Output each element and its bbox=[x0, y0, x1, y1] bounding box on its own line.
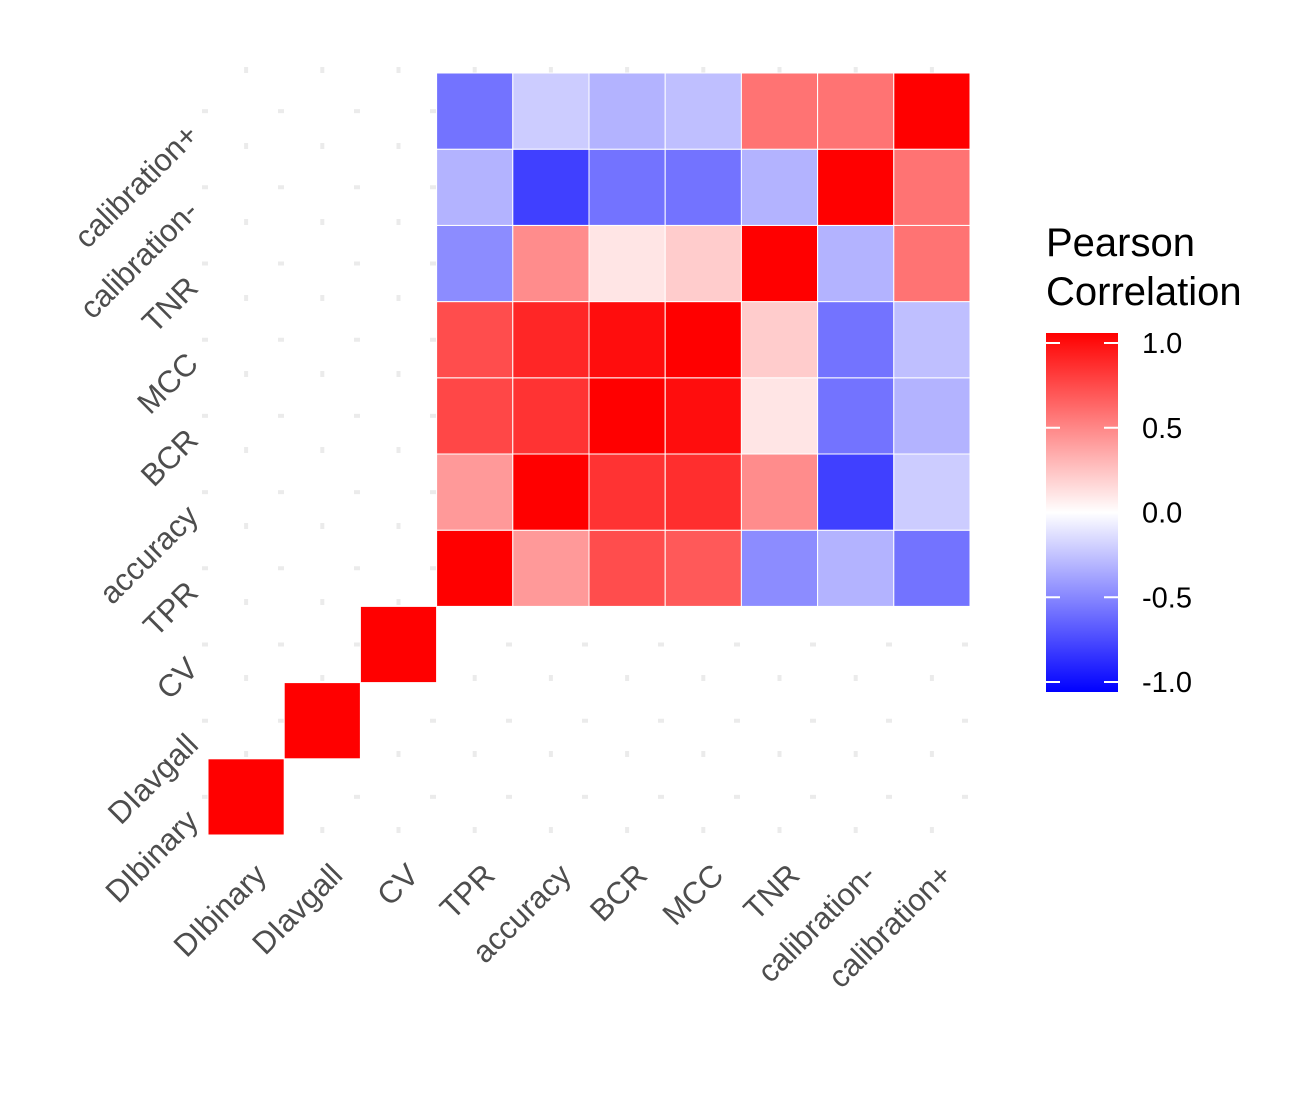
legend-label-0: 1.0 bbox=[1142, 328, 1182, 360]
cell-calibration-plus-accuracy bbox=[893, 453, 971, 531]
x-tick-label-mcc: MCC bbox=[656, 857, 731, 932]
y-tick-label-tnr: TNR bbox=[135, 270, 205, 340]
cell-tpr-accuracy bbox=[436, 453, 514, 531]
cell-mcc-tnr bbox=[664, 224, 742, 303]
cell-calibration-minus-accuracy bbox=[817, 453, 895, 531]
heatmap-cells bbox=[207, 72, 971, 836]
cell-calibration-plus-calibration-minus bbox=[893, 148, 971, 226]
cell-bcr-mcc bbox=[588, 301, 666, 379]
cell-bcr-accuracy bbox=[588, 453, 666, 531]
cell-calibration-plus-tnr bbox=[893, 224, 971, 303]
cell-mcc-bcr bbox=[664, 377, 742, 455]
cell-calibration-minus-mcc bbox=[817, 301, 895, 379]
cell-calibration-minus-calibration-plus bbox=[817, 72, 895, 150]
cell-tnr-accuracy bbox=[740, 453, 819, 531]
cell-bcr-tpr bbox=[588, 529, 666, 607]
cell-calibration-minus-tnr bbox=[817, 224, 895, 303]
cell-tpr-bcr bbox=[436, 377, 514, 455]
y-tick-label-cv: CV bbox=[150, 650, 205, 705]
cell-calibration-minus-bcr bbox=[817, 377, 895, 455]
cell-calibration-minus-tpr bbox=[817, 529, 895, 607]
cell-accuracy-tnr bbox=[512, 224, 590, 303]
cell-calibration-plus-bcr bbox=[893, 377, 971, 455]
x-tick-label-tnr: TNR bbox=[737, 857, 807, 927]
cell-accuracy-mcc bbox=[512, 301, 590, 379]
legend-label-4: -1.0 bbox=[1142, 667, 1192, 699]
cell-mcc-tpr bbox=[664, 529, 742, 607]
cell-cv-cv bbox=[359, 605, 438, 684]
y-axis-tick-labels: DIbinaryDIavgallCVTPRaccuracyBCRMCCTNRca… bbox=[67, 117, 205, 909]
cell-tnr-tnr bbox=[740, 224, 819, 303]
cell-tpr-calibration-plus bbox=[436, 72, 514, 150]
cell-tpr-mcc bbox=[436, 301, 514, 379]
cell-accuracy-accuracy bbox=[512, 453, 590, 531]
x-tick-label-tpr: TPR bbox=[433, 857, 502, 926]
cell-calibration-plus-tpr bbox=[893, 529, 971, 607]
cell-tnr-mcc bbox=[740, 301, 819, 379]
cell-calibration-plus-mcc bbox=[893, 301, 971, 379]
cell-mcc-mcc bbox=[664, 301, 742, 379]
cell-tnr-tpr bbox=[740, 529, 819, 607]
x-tick-label-cv: CV bbox=[370, 857, 425, 912]
y-tick-label-tpr: TPR bbox=[136, 575, 205, 644]
cell-bcr-bcr bbox=[588, 377, 666, 455]
cell-dibinary-dibinary bbox=[207, 758, 285, 836]
cell-mcc-calibration-plus bbox=[664, 72, 742, 150]
legend-label-2: 0.0 bbox=[1142, 498, 1182, 530]
cell-bcr-tnr bbox=[588, 224, 666, 303]
legend-title-line-1: Pearson bbox=[1046, 221, 1195, 265]
cell-accuracy-calibration-minus bbox=[512, 148, 590, 226]
cell-bcr-calibration-plus bbox=[588, 72, 666, 150]
cell-diavgall-diavgall bbox=[283, 682, 361, 760]
legend-label-1: 0.5 bbox=[1142, 413, 1182, 445]
cell-tnr-calibration-plus bbox=[740, 72, 819, 150]
cell-bcr-calibration-minus bbox=[588, 148, 666, 226]
y-tick-label-bcr: BCR bbox=[134, 422, 205, 493]
legend-ticks: 1.0 0.5 0.0 -0.5 -1.0 bbox=[1046, 328, 1192, 699]
cell-tpr-tnr bbox=[436, 224, 514, 303]
x-tick-label-bcr: BCR bbox=[583, 857, 654, 928]
cell-calibration-minus-calibration-minus bbox=[817, 148, 895, 226]
y-tick-label-mcc: MCC bbox=[130, 346, 205, 421]
cell-calibration-plus-calibration-plus bbox=[893, 72, 971, 150]
legend-title-line-2: Correlation bbox=[1046, 270, 1242, 314]
cell-mcc-calibration-minus bbox=[664, 148, 742, 226]
legend-label-3: -0.5 bbox=[1142, 582, 1192, 614]
cell-accuracy-bcr bbox=[512, 377, 590, 455]
cell-tnr-calibration-minus bbox=[740, 148, 819, 226]
cell-mcc-accuracy bbox=[664, 453, 742, 531]
cell-accuracy-calibration-plus bbox=[512, 72, 590, 150]
cell-accuracy-tpr bbox=[512, 529, 590, 607]
cell-tpr-calibration-minus bbox=[436, 148, 514, 226]
cell-tnr-bcr bbox=[740, 377, 819, 455]
cell-tpr-tpr bbox=[436, 529, 514, 607]
color-legend: Pearson Correlation 1.0 0.5 0.0 -0.5 -1.0 bbox=[1046, 221, 1242, 699]
